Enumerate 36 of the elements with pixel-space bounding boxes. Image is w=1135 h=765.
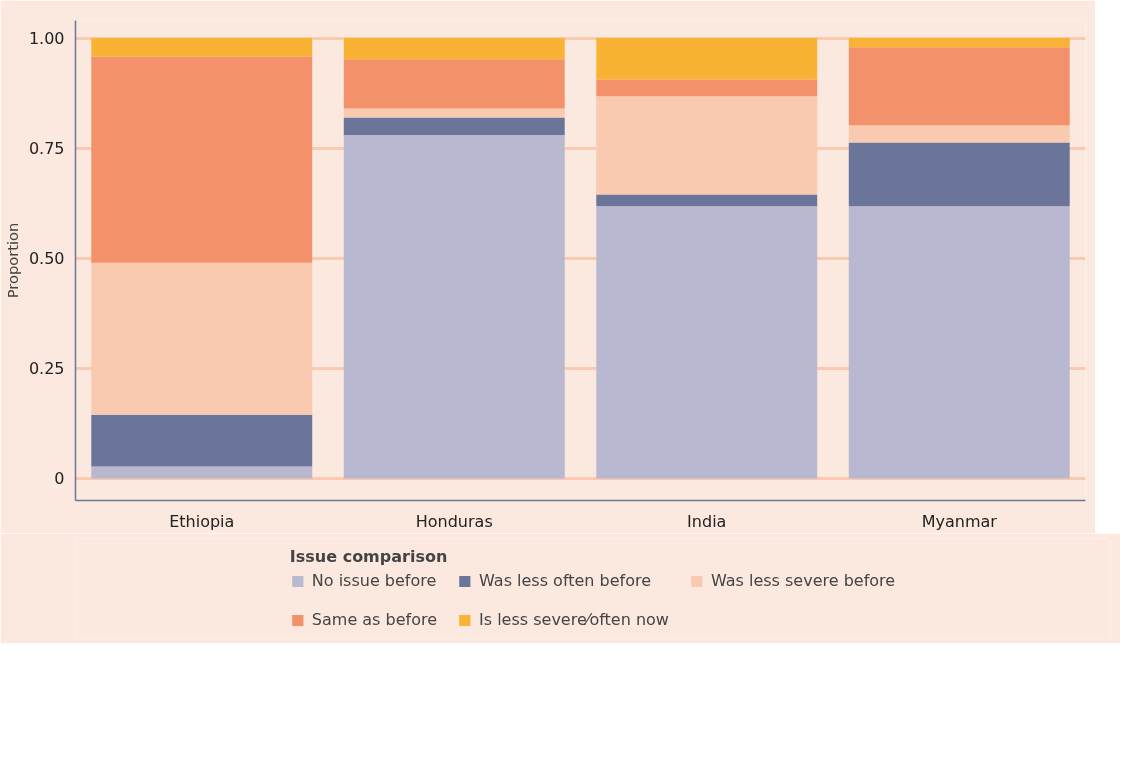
bar xyxy=(848,38,1070,48)
y-tick-label: 0.25 xyxy=(28,359,65,379)
legend-title: Issue comparison xyxy=(289,547,449,566)
bar xyxy=(848,206,1070,479)
bar xyxy=(848,47,1070,126)
y-tick-label: 0.50 xyxy=(28,249,65,269)
bar xyxy=(596,194,818,207)
bar xyxy=(343,117,565,135)
y-tick-label: 0 xyxy=(54,469,65,489)
legend-label: Is less severe⁄often now xyxy=(479,610,669,629)
legend-label: Same as before xyxy=(311,610,438,629)
legend-label: No issue before xyxy=(311,571,437,590)
bar xyxy=(596,79,818,97)
bar xyxy=(848,142,1070,207)
legend-label: Was less severe before xyxy=(710,571,896,590)
bar xyxy=(91,56,313,263)
bar xyxy=(596,38,818,80)
bar xyxy=(91,466,313,479)
bar xyxy=(343,108,565,118)
bar xyxy=(343,38,565,60)
bar xyxy=(596,96,818,195)
bar xyxy=(91,262,313,415)
x-tick-label: India xyxy=(687,511,727,531)
x-tick-label: Ethiopia xyxy=(169,511,235,531)
bar xyxy=(343,135,565,479)
bar xyxy=(91,38,313,57)
bar xyxy=(848,125,1070,143)
y-tick-label: 1.00 xyxy=(28,29,65,49)
x-tick-label: Myanmar xyxy=(921,511,998,531)
legend-label: Was less often before xyxy=(479,571,652,590)
bar xyxy=(91,414,313,467)
x-tick-label: Honduras xyxy=(415,511,493,531)
bar xyxy=(596,206,818,479)
y-axis-title: Proportion xyxy=(3,222,21,299)
bar xyxy=(343,59,565,109)
y-tick-label: 0.75 xyxy=(28,139,65,159)
